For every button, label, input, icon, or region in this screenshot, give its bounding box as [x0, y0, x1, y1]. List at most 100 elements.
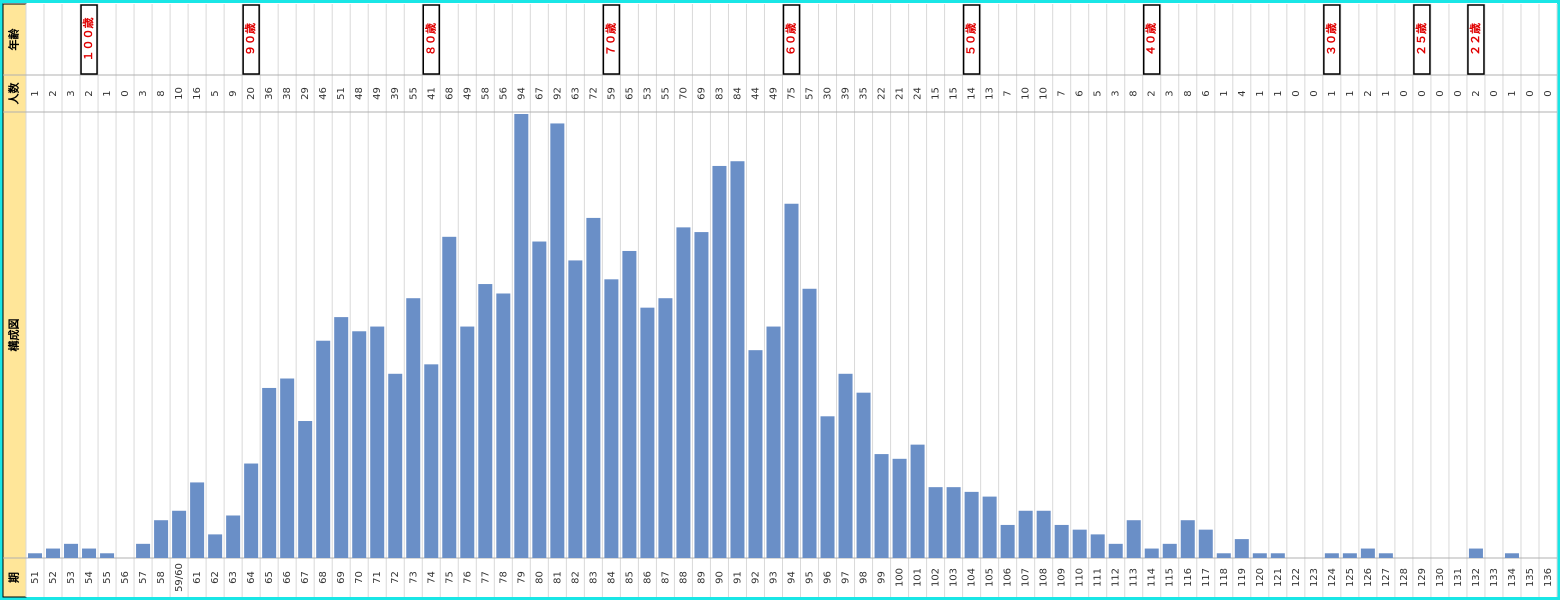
- period-tick: 97: [841, 571, 852, 584]
- period-tick: 68: [318, 571, 329, 584]
- period-tick: 96: [823, 571, 834, 584]
- period-tick: 67: [300, 571, 311, 584]
- bar-118: [1216, 553, 1231, 558]
- row-label-age: 年齢: [7, 28, 21, 51]
- count-label: 1: [1381, 90, 1392, 96]
- count-label: 68: [444, 87, 455, 100]
- bar-108: [1036, 510, 1051, 558]
- count-label: 3: [66, 90, 77, 96]
- bar-107: [1018, 510, 1033, 558]
- period-tick: 56: [120, 571, 131, 584]
- bar-59/60: [172, 510, 187, 558]
- period-tick: 77: [480, 571, 491, 584]
- age-marker-label: ５０歳: [964, 23, 978, 56]
- bar-103: [946, 487, 961, 558]
- period-tick: 71: [372, 571, 383, 584]
- bar-83: [586, 217, 601, 558]
- count-label: 7: [1057, 90, 1068, 96]
- period-tick: 90: [714, 571, 725, 584]
- bar-51: [28, 553, 43, 558]
- bar-79: [514, 114, 529, 558]
- period-tick: 63: [228, 571, 239, 584]
- period-tick: 130: [1435, 568, 1446, 587]
- period-tick: 87: [660, 571, 671, 584]
- count-label: 72: [588, 87, 599, 100]
- period-tick: 55: [102, 571, 113, 584]
- count-label: 6: [1201, 90, 1212, 96]
- bar-55: [100, 553, 115, 558]
- bar-62: [208, 534, 223, 558]
- row-label-period: 期: [7, 572, 21, 583]
- period-tick: 103: [949, 568, 960, 587]
- count-label: 0: [1543, 90, 1554, 96]
- count-label: 83: [714, 87, 725, 100]
- count-label: 2: [84, 90, 95, 96]
- count-label: 69: [696, 87, 707, 100]
- period-tick: 133: [1489, 568, 1500, 587]
- count-label: 7: [1003, 90, 1014, 96]
- bar-70: [352, 331, 367, 558]
- count-label: 30: [823, 87, 834, 100]
- period-tick: 116: [1183, 568, 1194, 587]
- period-tick: 105: [985, 568, 996, 587]
- bar-86: [640, 307, 655, 558]
- period-tick: 110: [1075, 568, 1086, 587]
- bar-76: [460, 326, 475, 558]
- period-tick: 123: [1309, 568, 1320, 587]
- period-tick: 70: [354, 571, 365, 584]
- period-tick: 73: [408, 571, 419, 584]
- period-tick: 129: [1417, 568, 1428, 587]
- count-label: 2: [1471, 90, 1482, 96]
- count-label: 1: [1255, 90, 1266, 96]
- period-tick: 85: [624, 571, 635, 584]
- count-label: 20: [246, 87, 257, 100]
- period-tick: 53: [66, 571, 77, 584]
- bar-94: [784, 203, 799, 558]
- count-label: 5: [1093, 90, 1104, 96]
- bar-120: [1252, 553, 1267, 558]
- count-label: 15: [949, 87, 960, 100]
- age-marker-label: ８０歳: [423, 23, 437, 56]
- bar-73: [406, 298, 421, 558]
- period-tick: 54: [84, 571, 95, 584]
- bar-77: [478, 284, 493, 558]
- count-label: 13: [985, 87, 996, 100]
- age-marker-box: [80, 4, 98, 75]
- count-label: 58: [480, 87, 491, 100]
- age-marker-box: [962, 4, 981, 75]
- period-tick: 113: [1129, 568, 1140, 587]
- count-label: 2: [1363, 90, 1374, 96]
- count-label: 5: [210, 90, 221, 96]
- period-tick: 80: [534, 571, 545, 584]
- count-label: 15: [931, 87, 942, 100]
- bar-80: [532, 241, 547, 558]
- count-label: 2: [48, 90, 59, 96]
- bar-91: [730, 161, 745, 558]
- row-label-chart: 構成図: [7, 319, 21, 352]
- bar-84: [604, 279, 619, 558]
- count-label: 55: [408, 87, 419, 100]
- period-tick: 122: [1291, 568, 1302, 587]
- bar-52: [46, 548, 61, 558]
- period-tick: 99: [877, 571, 888, 584]
- bar-95: [802, 288, 817, 558]
- bar-134: [1504, 553, 1519, 558]
- age-marker-box: [1323, 4, 1341, 75]
- period-tick: 66: [282, 571, 293, 584]
- bar-104: [964, 491, 979, 558]
- count-label: 0: [1417, 90, 1428, 96]
- period-tick: 112: [1111, 568, 1122, 587]
- bar-67: [298, 421, 313, 558]
- period-tick: 59/60: [174, 563, 185, 592]
- period-tick: 136: [1543, 568, 1554, 587]
- period-tick: 89: [696, 571, 707, 584]
- count-label: 0: [1453, 90, 1464, 96]
- count-label: 8: [1183, 90, 1194, 96]
- age-marker-label: ９０歳: [243, 23, 257, 56]
- age-marker-box: [242, 4, 260, 75]
- period-tick: 118: [1219, 568, 1230, 587]
- period-tick: 94: [787, 571, 798, 584]
- count-label: 1: [102, 90, 113, 96]
- bar-119: [1234, 539, 1249, 558]
- count-label: 3: [1111, 90, 1122, 96]
